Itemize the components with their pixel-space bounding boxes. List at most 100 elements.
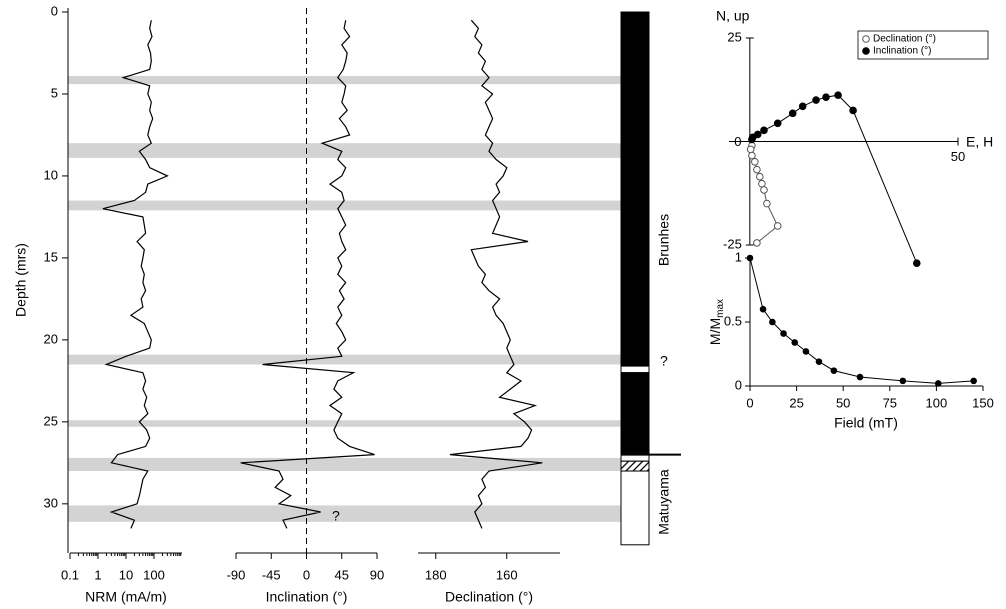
point [834, 91, 842, 99]
x-tick-label: 75 [883, 395, 897, 410]
point [746, 254, 754, 262]
y-tick-label: -25 [723, 236, 742, 251]
y-tick-label: 15 [44, 249, 58, 264]
log-trace [102, 20, 169, 529]
point [760, 126, 768, 135]
polarity-segment [620, 365, 650, 374]
y-tick-label: 20 [44, 331, 58, 346]
point [849, 106, 857, 115]
annotation: ? [332, 508, 340, 524]
polarity-segment [620, 470, 650, 546]
y-tick-label: 30 [44, 495, 58, 510]
gray-band [68, 143, 621, 158]
log-trace [449, 19, 543, 529]
point [760, 186, 768, 194]
log-trace [240, 20, 375, 529]
legend-marker [862, 47, 870, 55]
y-axis-label: N, up [716, 8, 750, 24]
x-tick-label: 160 [496, 567, 518, 582]
point [769, 318, 776, 326]
polarity-label: Brunhes [656, 214, 672, 266]
gray-band [68, 75, 621, 85]
gray-band [68, 354, 621, 365]
point [753, 165, 761, 174]
point [912, 259, 921, 268]
gray-band [68, 200, 621, 211]
point [759, 305, 767, 313]
y-tick-label: 0 [51, 3, 58, 18]
x-tick-label: 90 [370, 567, 384, 582]
point [815, 358, 823, 365]
x-tick-label: 0.1 [61, 567, 79, 582]
point [802, 348, 810, 355]
point [756, 172, 764, 181]
point [773, 222, 782, 230]
y-tick-label: 25 [727, 29, 741, 44]
x-axis-label: Inclination (°) [266, 589, 348, 605]
point [780, 330, 787, 337]
x-tick-label: 100 [926, 395, 948, 410]
point [899, 377, 907, 385]
point [791, 339, 799, 346]
point [763, 199, 771, 208]
annotation: ? [660, 353, 668, 369]
point [788, 109, 797, 118]
polarity-segment [620, 372, 650, 456]
x-tick-label: 150 [972, 395, 994, 410]
point [798, 102, 807, 111]
x-tick-label: 25 [789, 395, 803, 410]
x-axis-label: E, H [966, 134, 993, 150]
x-tick-label: -45 [262, 567, 281, 582]
y-axis-label-sub: max [715, 299, 726, 318]
point [773, 119, 782, 128]
legend-label: Declination (°) [873, 34, 936, 45]
point [753, 239, 761, 247]
y-tick-label: 1 [735, 249, 742, 264]
y-tick-label: 10 [44, 167, 58, 182]
point [822, 93, 830, 102]
legend-label: Inclination (°) [873, 46, 931, 57]
y-tick-label: 5 [51, 85, 58, 100]
point [753, 130, 762, 139]
point [812, 96, 820, 104]
x-axis-label: NRM (mA/m) [85, 589, 167, 605]
x-tick-label: 0 [303, 567, 310, 582]
y-axis-label-main: M/M [707, 318, 723, 345]
point [748, 151, 756, 160]
point [758, 179, 766, 188]
point [970, 377, 977, 385]
y-axis-label: M/Mmax [707, 299, 726, 345]
legend-box [857, 30, 989, 60]
point [934, 380, 942, 387]
y-tick-label: 0.5 [724, 313, 742, 328]
point [856, 373, 864, 381]
x-tick-label: 50 [836, 395, 850, 410]
point [830, 367, 838, 374]
gray-band [68, 505, 621, 522]
point [751, 157, 759, 166]
legend-marker [862, 35, 870, 43]
gray-band [68, 420, 621, 427]
x-tick-label: -90 [227, 567, 246, 582]
x-axis-label: Field (mT) [834, 415, 898, 431]
x-tick-label: 180 [425, 567, 447, 582]
demag-line [749, 257, 974, 384]
point [746, 145, 755, 154]
gray-band [68, 457, 621, 472]
polarity-segment [620, 460, 650, 472]
y-axis-label: Depth (mrs) [13, 243, 29, 317]
x-tick-label: 45 [335, 567, 349, 582]
x-tick-label: 0 [734, 134, 741, 149]
polarity-segment [620, 11, 650, 367]
y-tick-label: 25 [44, 413, 58, 428]
y-tick-label: 0 [735, 377, 742, 392]
x-tick-label: 100 [143, 567, 165, 582]
x-axis-label: Declination (°) [445, 589, 533, 605]
polarity-label: Matuyama [656, 469, 672, 535]
x-tick-label: 10 [119, 567, 133, 582]
x-tick-label: 1 [94, 567, 101, 582]
x-tick-label: 0 [746, 395, 753, 410]
x-tick-label: 50 [951, 149, 965, 164]
